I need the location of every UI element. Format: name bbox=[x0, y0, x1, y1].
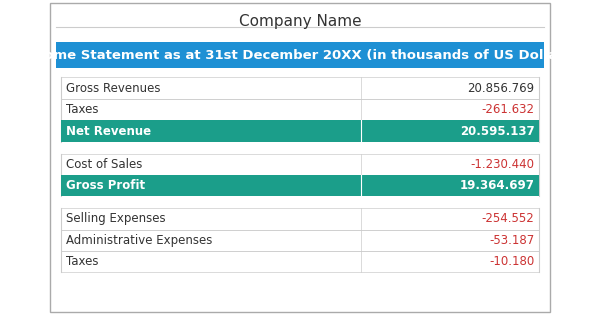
Text: Gross Profit: Gross Profit bbox=[66, 179, 145, 192]
Text: Income Statement as at 31st December 20XX (in thousands of US Dollars): Income Statement as at 31st December 20X… bbox=[22, 49, 578, 62]
Text: Administrative Expenses: Administrative Expenses bbox=[66, 234, 212, 247]
FancyBboxPatch shape bbox=[61, 120, 539, 142]
Text: -1.230.440: -1.230.440 bbox=[470, 158, 534, 171]
Text: -10.180: -10.180 bbox=[489, 255, 534, 268]
Text: Selling Expenses: Selling Expenses bbox=[66, 212, 166, 225]
Text: 20.595.137: 20.595.137 bbox=[460, 124, 534, 138]
Text: -254.552: -254.552 bbox=[482, 212, 534, 225]
Text: Taxes: Taxes bbox=[66, 255, 98, 268]
Text: Gross Revenues: Gross Revenues bbox=[66, 82, 160, 95]
FancyBboxPatch shape bbox=[50, 3, 550, 312]
Text: -53.187: -53.187 bbox=[489, 234, 534, 247]
Text: Net Revenue: Net Revenue bbox=[66, 124, 151, 138]
Text: Cost of Sales: Cost of Sales bbox=[66, 158, 142, 171]
Text: -261.632: -261.632 bbox=[481, 103, 534, 116]
FancyBboxPatch shape bbox=[61, 175, 539, 196]
Text: 20.856.769: 20.856.769 bbox=[467, 82, 534, 95]
Text: Company Name: Company Name bbox=[239, 14, 361, 29]
FancyBboxPatch shape bbox=[56, 42, 544, 68]
Text: Taxes: Taxes bbox=[66, 103, 98, 116]
Text: 19.364.697: 19.364.697 bbox=[460, 179, 534, 192]
